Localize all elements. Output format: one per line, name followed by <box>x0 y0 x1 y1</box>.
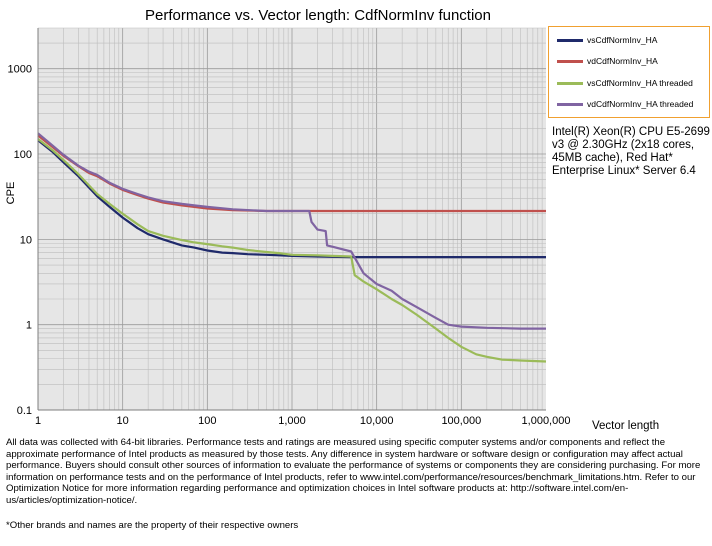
disclaimer-footnote: All data was collected with 64-bit libra… <box>6 437 701 506</box>
series-line-2 <box>37 138 547 363</box>
y-tick-label: 10 <box>20 234 32 246</box>
y-axis-label: CPE <box>5 182 17 205</box>
legend-swatch-vs-ha <box>557 39 583 43</box>
series-line-0 <box>37 139 546 259</box>
legend-label-vs-ha-threaded: vsCdfNormInv_HA threaded <box>587 78 693 88</box>
legend-item-vs-ha-threaded: vsCdfNormInv_HA threaded <box>557 78 693 88</box>
x-tick-label: 10,000 <box>360 415 394 427</box>
legend-item-vs-ha: vsCdfNormInv_HA <box>557 35 657 45</box>
x-tick-label: 1 <box>35 415 41 427</box>
y-tick-label: 1 <box>26 320 32 332</box>
legend-swatch-vd-ha-threaded <box>557 103 583 107</box>
brands-footnote: *Other brands and names are the property… <box>6 520 299 531</box>
chart: Performance vs. Vector length: CdfNormIn… <box>5 7 659 432</box>
chart-title: Performance vs. Vector length: CdfNormIn… <box>145 7 491 24</box>
x-tick-label: 100 <box>198 415 216 427</box>
legend-item-vd-ha: vdCdfNormInv_HA <box>557 56 658 66</box>
x-tick-label: 100,000 <box>441 415 481 427</box>
x-tick-label: 1,000,000 <box>522 415 571 427</box>
y-tick-label: 0.1 <box>17 405 32 417</box>
x-tick-label: 10 <box>117 415 129 427</box>
series-line-3 <box>37 132 546 330</box>
legend-label-vd-ha-threaded: vdCdfNormInv_HA threaded <box>587 99 694 109</box>
legend-label-vd-ha: vdCdfNormInv_HA <box>587 56 658 66</box>
x-tick-label: 1,000 <box>278 415 306 427</box>
cpu-note: Intel(R) Xeon(R) CPU E5-2699 v3 @ 2.30GH… <box>552 126 710 177</box>
x-axis-label: Vector length <box>592 420 659 432</box>
legend: vsCdfNormInv_HA vdCdfNormInv_HA vsCdfNor… <box>548 26 710 118</box>
legend-swatch-vd-ha <box>557 60 583 64</box>
legend-label-vs-ha: vsCdfNormInv_HA <box>587 35 658 45</box>
y-tick-label: 100 <box>14 149 32 161</box>
legend-swatch-vs-ha-threaded <box>557 82 583 86</box>
y-tick-label: 1000 <box>8 64 32 76</box>
legend-item-vd-ha-threaded: vdCdfNormInv_HA threaded <box>557 99 693 109</box>
